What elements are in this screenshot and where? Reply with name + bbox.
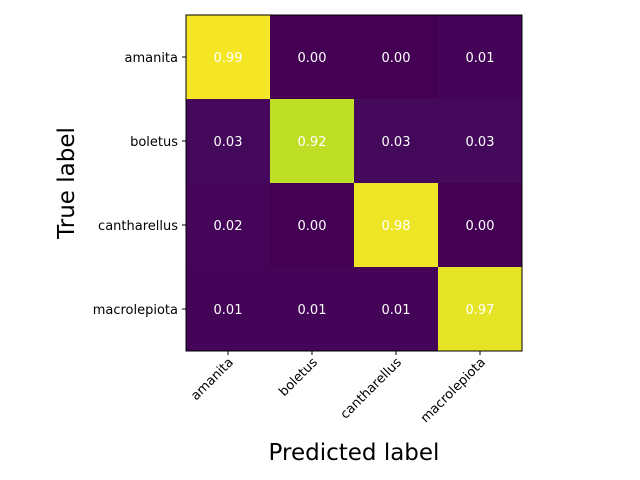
x-tick-label: boletus	[276, 355, 321, 400]
cell-value-label: 0.98	[382, 219, 411, 234]
heatmap-cell	[186, 99, 270, 183]
heatmap-cell	[270, 267, 354, 351]
cell-value-label: 0.02	[214, 219, 243, 234]
heatmap-cell	[354, 267, 438, 351]
heatmap-cells	[186, 15, 522, 351]
cell-value-label: 0.00	[298, 219, 327, 234]
heatmap-cell	[270, 99, 354, 183]
heatmap-cell	[438, 183, 522, 267]
heatmap-cell	[438, 15, 522, 99]
heatmap-cell	[354, 15, 438, 99]
cell-value-label: 0.00	[382, 51, 411, 66]
y-tick-label: macrolepiota	[93, 303, 178, 318]
heatmap-cell	[186, 183, 270, 267]
heatmap-cell-labels: 0.99 0.00 0.00 0.01 0.03 0.92 0.03 0.03 0.02 0.00…	[214, 51, 495, 318]
plot-frame	[185, 14, 523, 352]
x-tick-label: cantharellus	[338, 355, 405, 422]
y-axis-label: True label	[54, 127, 80, 240]
cell-value-label: 0.01	[466, 51, 495, 66]
y-tick-label: amanita	[124, 51, 178, 66]
x-tick-label: amanita	[188, 355, 236, 403]
heatmap-cell	[354, 183, 438, 267]
cell-value-label: 0.03	[214, 135, 243, 150]
cell-value-label: 0.00	[298, 51, 327, 66]
y-axis-ticks: amanita boletus cantharellus macrolepiota	[93, 51, 186, 318]
heatmap-cell	[438, 99, 522, 183]
heatmap-cell	[270, 15, 354, 99]
x-axis-ticks: amanita boletus cantharellus macrolepiota	[188, 351, 489, 426]
cell-value-label: 0.01	[382, 303, 411, 318]
x-axis-label: Predicted label	[269, 440, 440, 466]
cell-value-label: 0.01	[298, 303, 327, 318]
heatmap-cell	[186, 267, 270, 351]
y-tick-label: boletus	[130, 135, 178, 150]
cell-value-label: 0.99	[214, 51, 243, 66]
heatmap-cell	[186, 15, 270, 99]
x-tick-label: macrolepiota	[418, 355, 489, 426]
heatmap-cell	[354, 99, 438, 183]
cell-value-label: 0.97	[466, 303, 495, 318]
cell-value-label: 0.00	[466, 219, 495, 234]
cell-value-label: 0.03	[466, 135, 495, 150]
heatmap-cell	[438, 267, 522, 351]
heatmap-cell	[270, 183, 354, 267]
cell-value-label: 0.92	[298, 135, 327, 150]
cell-value-label: 0.03	[382, 135, 411, 150]
y-tick-label: cantharellus	[98, 219, 178, 234]
cell-value-label: 0.01	[214, 303, 243, 318]
